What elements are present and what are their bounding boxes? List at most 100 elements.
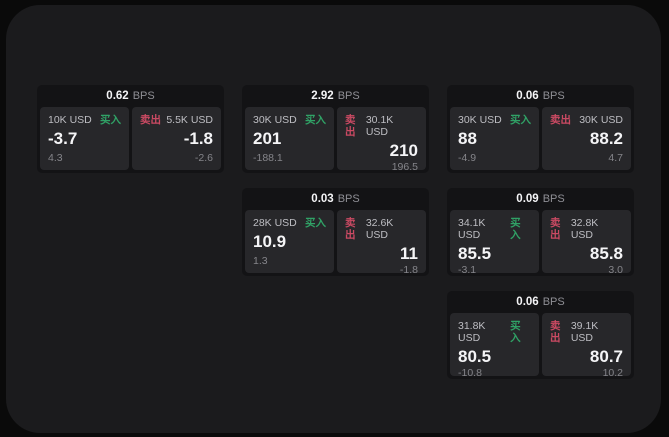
sell-price: -1.8 (183, 129, 213, 148)
sell-delta: 4.7 (608, 152, 623, 164)
buy-tag: 买入 (510, 217, 521, 241)
card-header: 0.03 BPS (242, 188, 429, 210)
bps-value: 0.03 (311, 193, 334, 205)
buy-delta: 4.3 (48, 152, 63, 164)
buy-tag: 买入 (305, 217, 326, 229)
buy-delta: -3.1 (458, 264, 477, 276)
sell-delta: -1.8 (399, 264, 418, 276)
bps-value: 0.06 (516, 296, 539, 308)
buy-panel[interactable]: 31.8K USD 买入 80.5 -10.8 (450, 313, 539, 379)
bps-unit-label: BPS (542, 90, 565, 102)
buy-panel[interactable]: 30K USD 买入 201 -188.1 (245, 107, 334, 170)
bps-value: 0.06 (516, 90, 539, 102)
quote-card-6: 0.06 BPS 31.8K USD 买入 80.5 -10.8 卖出 39.1… (447, 291, 634, 379)
sell-notional: 30.1K USD (365, 114, 394, 138)
card-body: 10K USD 买入 -3.7 4.3 卖出 5.5K USD -1.8 -2.… (37, 107, 224, 170)
buy-panel-top: 30K USD 买入 (458, 114, 531, 126)
sell-price: 85.8 (589, 244, 623, 263)
buy-price: 80.5 (458, 347, 492, 366)
bps-unit-label: BPS (542, 296, 565, 308)
card-header: 0.06 BPS (447, 85, 634, 107)
buy-tag: 买入 (100, 114, 121, 126)
sell-delta: 10.2 (602, 367, 623, 379)
buy-delta: -4.9 (458, 152, 477, 164)
sell-tag: 卖出 (550, 320, 561, 344)
buy-panel[interactable]: 10K USD 买入 -3.7 4.3 (40, 107, 129, 170)
sell-notional: 5.5K USD (166, 114, 213, 126)
bps-value: 0.62 (106, 90, 129, 102)
card-header: 0.06 BPS (447, 291, 634, 313)
sell-price: 210 (389, 141, 418, 160)
sell-panel-top: 卖出 30K USD (550, 114, 623, 126)
buy-notional: 34.1K USD (458, 217, 486, 241)
sell-delta: 3.0 (608, 264, 623, 276)
sell-panel-top: 卖出 32.6K USD (345, 217, 418, 241)
sell-notional: 39.1K USD (570, 320, 599, 344)
bps-value: 2.92 (311, 90, 334, 102)
sell-delta: -2.6 (194, 152, 213, 164)
buy-panel-top: 28K USD 买入 (253, 217, 326, 229)
sell-notional: 32.8K USD (570, 217, 599, 241)
sell-tag: 卖出 (550, 217, 561, 241)
sell-panel-top: 卖出 5.5K USD (140, 114, 213, 126)
buy-panel-top: 30K USD 买入 (253, 114, 326, 126)
sell-tag: 卖出 (550, 114, 571, 126)
sell-tag: 卖出 (345, 217, 356, 241)
sell-panel[interactable]: 卖出 39.1K USD 80.7 10.2 (542, 313, 631, 379)
buy-price: 10.9 (253, 232, 287, 251)
buy-panel[interactable]: 34.1K USD 买入 85.5 -3.1 (450, 210, 539, 276)
sell-notional: 32.6K USD (365, 217, 394, 241)
buy-tag: 买入 (510, 114, 531, 126)
card-header: 2.92 BPS (242, 85, 429, 107)
card-body: 34.1K USD 买入 85.5 -3.1 卖出 32.8K USD 85.8… (447, 210, 634, 276)
buy-panel-top: 34.1K USD 买入 (458, 217, 531, 241)
sell-price: 11 (400, 244, 418, 263)
quote-card-4: 0.03 BPS 28K USD 买入 10.9 1.3 卖出 32.6K US… (242, 188, 429, 276)
sell-panel[interactable]: 卖出 32.8K USD 85.8 3.0 (542, 210, 631, 276)
buy-delta: -188.1 (253, 152, 283, 164)
sell-panel[interactable]: 卖出 5.5K USD -1.8 -2.6 (132, 107, 221, 170)
sell-panel[interactable]: 卖出 30.1K USD 210 196.5 (337, 107, 426, 173)
sell-tag: 卖出 (345, 114, 356, 138)
app-surface: 0.62 BPS 10K USD 买入 -3.7 4.3 卖出 5.5K USD… (6, 5, 661, 433)
buy-notional: 31.8K USD (458, 320, 486, 344)
buy-notional: 28K USD (253, 217, 297, 229)
quote-card-2: 2.92 BPS 30K USD 买入 201 -188.1 卖出 30.1K … (242, 85, 429, 173)
quote-card-1: 0.62 BPS 10K USD 买入 -3.7 4.3 卖出 5.5K USD… (37, 85, 224, 173)
bps-unit-label: BPS (542, 193, 565, 205)
buy-price: 85.5 (458, 244, 492, 263)
buy-delta: 1.3 (253, 255, 268, 267)
card-header: 0.62 BPS (37, 85, 224, 107)
buy-panel-top: 31.8K USD 买入 (458, 320, 531, 344)
card-body: 30K USD 买入 88 -4.9 卖出 30K USD 88.2 4.7 (447, 107, 634, 170)
bps-unit-label: BPS (132, 90, 155, 102)
sell-panel[interactable]: 卖出 30K USD 88.2 4.7 (542, 107, 631, 170)
sell-price: 88.2 (589, 129, 623, 148)
buy-panel[interactable]: 28K USD 买入 10.9 1.3 (245, 210, 334, 273)
quote-card-3: 0.06 BPS 30K USD 买入 88 -4.9 卖出 30K USD 8… (447, 85, 634, 173)
card-body: 30K USD 买入 201 -188.1 卖出 30.1K USD 210 1… (242, 107, 429, 173)
sell-panel-top: 卖出 39.1K USD (550, 320, 623, 344)
buy-notional: 30K USD (458, 114, 502, 126)
buy-panel[interactable]: 30K USD 买入 88 -4.9 (450, 107, 539, 170)
sell-panel-top: 卖出 32.8K USD (550, 217, 623, 241)
buy-delta: -10.8 (458, 367, 482, 379)
bps-unit-label: BPS (337, 193, 360, 205)
buy-panel-top: 10K USD 买入 (48, 114, 121, 126)
buy-notional: 10K USD (48, 114, 92, 126)
buy-tag: 买入 (510, 320, 521, 344)
sell-panel[interactable]: 卖出 32.6K USD 11 -1.8 (337, 210, 426, 276)
buy-price: -3.7 (48, 129, 78, 148)
bps-value: 0.09 (516, 193, 539, 205)
quote-card-5: 0.09 BPS 34.1K USD 买入 85.5 -3.1 卖出 32.8K… (447, 188, 634, 276)
buy-notional: 30K USD (253, 114, 297, 126)
bps-unit-label: BPS (337, 90, 360, 102)
card-body: 31.8K USD 买入 80.5 -10.8 卖出 39.1K USD 80.… (447, 313, 634, 379)
sell-notional: 30K USD (579, 114, 623, 126)
buy-price: 201 (253, 129, 282, 148)
sell-tag: 卖出 (140, 114, 161, 126)
sell-panel-top: 卖出 30.1K USD (345, 114, 418, 138)
sell-delta: 196.5 (391, 161, 418, 173)
buy-tag: 买入 (305, 114, 326, 126)
